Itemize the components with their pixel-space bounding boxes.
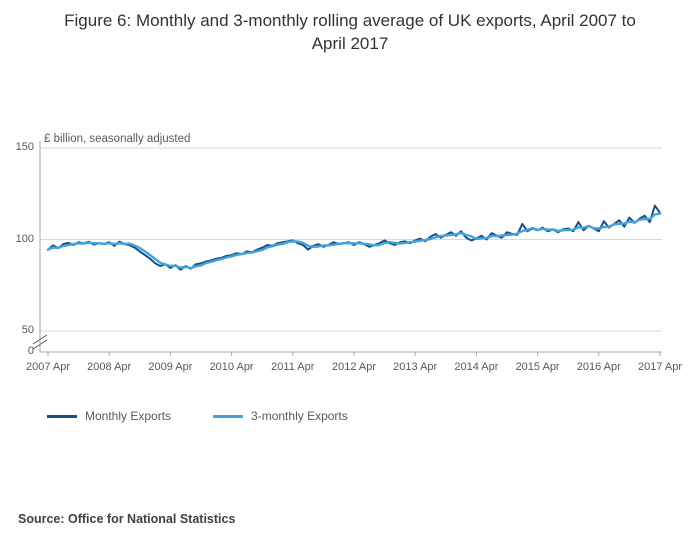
- x-tick-label: 2007 Apr: [25, 361, 71, 373]
- legend-item-3monthly: 3-monthly Exports: [213, 409, 348, 423]
- axis-break-mark: [32, 334, 48, 345]
- chart-legend: Monthly Exports 3-monthly Exports: [47, 409, 348, 423]
- monthly-exports-line: [47, 204, 661, 271]
- x-tick-label: 2017 Apr: [637, 361, 683, 373]
- x-tick-label: 2013 Apr: [393, 361, 438, 373]
- x-tick-label: 2016 Apr: [576, 361, 621, 373]
- y-tick-label: 50: [21, 324, 34, 336]
- legend-label-3monthly: 3-monthly Exports: [251, 409, 348, 423]
- legend-label-monthly: Monthly Exports: [85, 409, 172, 423]
- x-tick-label: 2008 Apr: [87, 361, 132, 373]
- x-tick-label: 2010 Apr: [209, 361, 254, 373]
- monthly-exports-line-swatch: [47, 414, 77, 418]
- x-tick-label: 2012 Apr: [331, 361, 377, 373]
- x-tick-label: 2015 Apr: [515, 361, 560, 373]
- three-monthly-exports-line: [46, 212, 662, 270]
- x-tick-label: 2009 Apr: [148, 361, 193, 373]
- three-monthly-exports-line-swatch: [213, 414, 244, 418]
- y-tick-label: 0: [27, 345, 34, 357]
- x-tick-label: 2011 Apr: [271, 361, 315, 373]
- y-tick-label: 150: [15, 141, 34, 153]
- y-axis-unit-label: £ billion, seasonally adjusted: [44, 133, 191, 145]
- chart-title: Figure 6: Monthly and 3-monthly rolling …: [64, 11, 636, 53]
- x-tick-label: 2014 Apr: [454, 361, 499, 373]
- legend-item-monthly: Monthly Exports: [47, 409, 171, 423]
- y-tick-label: 100: [15, 232, 34, 245]
- source-attribution: Source: Office for National Statistics: [18, 512, 236, 526]
- axis-break-mark: [32, 339, 48, 350]
